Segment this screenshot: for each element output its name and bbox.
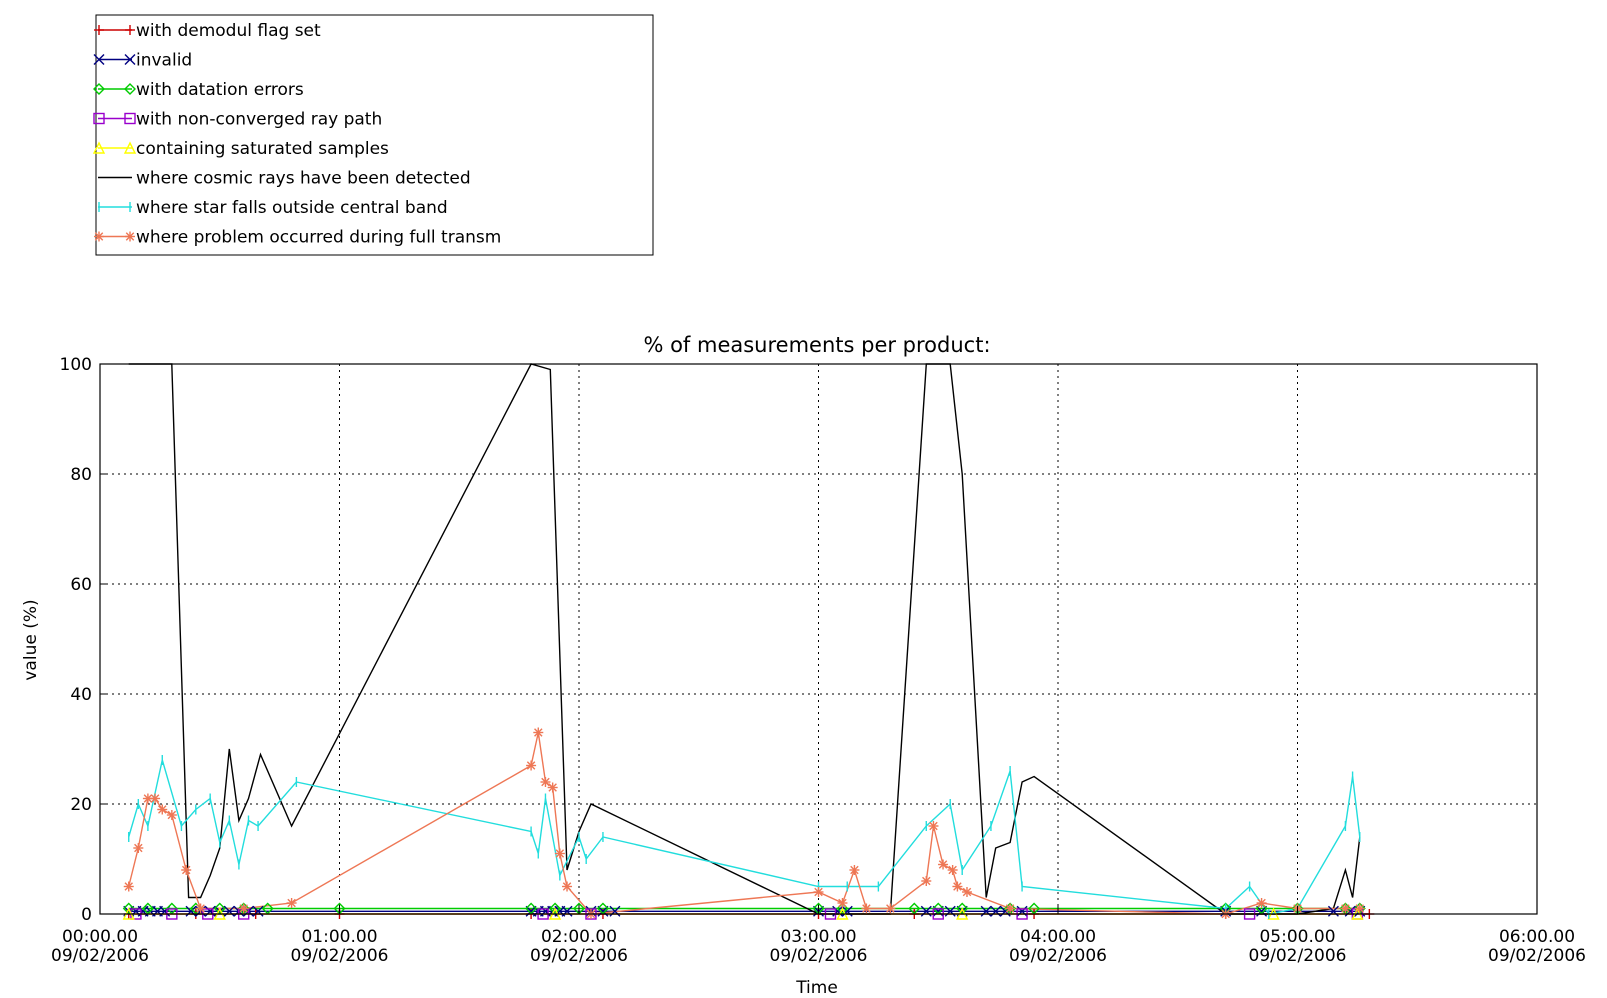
x-tick-date-label: 09/02/2006 bbox=[770, 946, 868, 966]
legend-label: containing saturated samples bbox=[136, 139, 389, 159]
legend-swatch-marker bbox=[94, 232, 104, 242]
data-point-7 bbox=[962, 887, 972, 897]
data-point-7 bbox=[1340, 904, 1350, 914]
data-point-7 bbox=[133, 843, 143, 853]
data-point-7 bbox=[181, 865, 191, 875]
legend: with demodul flag set invalid with datatio… bbox=[94, 15, 653, 255]
x-tick-time-label: 01:00.00 bbox=[301, 927, 377, 947]
data-point-7 bbox=[157, 805, 167, 815]
y-tick-label: 20 bbox=[70, 795, 92, 815]
data-point-7 bbox=[928, 821, 938, 831]
series-line-7 bbox=[129, 733, 1360, 915]
y-tick-label: 100 bbox=[60, 355, 92, 375]
x-tick-time-label: 04:00.00 bbox=[1020, 927, 1096, 947]
data-point-7 bbox=[196, 904, 206, 914]
series-line-5 bbox=[129, 364, 1360, 914]
x-tick-date-label: 09/02/2006 bbox=[51, 946, 149, 966]
chart-title: % of measurements per product: bbox=[643, 333, 990, 357]
data-point-7 bbox=[837, 898, 847, 908]
data-point-7 bbox=[938, 860, 948, 870]
data-point-7 bbox=[124, 882, 134, 892]
legend-swatch-marker bbox=[125, 232, 135, 242]
legend-label: where star falls outside central band bbox=[136, 198, 448, 218]
legend-label: where cosmic rays have been detected bbox=[136, 169, 471, 189]
legend-label: where problem occurred during full trans… bbox=[136, 228, 501, 248]
legend-entry: where problem occurred during full trans… bbox=[94, 228, 501, 248]
data-point-7 bbox=[814, 887, 824, 897]
data-point-7 bbox=[948, 865, 958, 875]
x-tick-date-label: 09/02/2006 bbox=[530, 946, 628, 966]
data-point-7 bbox=[921, 876, 931, 886]
x-tick-time-label: 00:00.00 bbox=[62, 927, 138, 947]
legend-entry: containing saturated samples bbox=[94, 139, 389, 159]
data-point-7 bbox=[526, 761, 536, 771]
x-tick-time-label: 03:00.00 bbox=[780, 927, 856, 947]
data-point-7 bbox=[548, 783, 558, 793]
x-tick-date-label: 09/02/2006 bbox=[1009, 946, 1107, 966]
x-tick-date-label: 09/02/2006 bbox=[1488, 946, 1586, 966]
x-tick-date-label: 09/02/2006 bbox=[1249, 946, 1347, 966]
data-point-7 bbox=[1257, 898, 1267, 908]
data-point-7 bbox=[533, 728, 543, 738]
data-point-7 bbox=[849, 865, 859, 875]
x-tick-time-label: 02:00.00 bbox=[541, 927, 617, 947]
data-point-7 bbox=[1355, 904, 1365, 914]
data-point-7 bbox=[150, 794, 160, 804]
data-point-7 bbox=[167, 810, 177, 820]
plot-frame bbox=[100, 364, 1537, 914]
data-point-7 bbox=[885, 904, 895, 914]
data-point-7 bbox=[287, 898, 297, 908]
data-point-7 bbox=[540, 777, 550, 787]
x-tick-time-label: 05:00.00 bbox=[1259, 927, 1335, 947]
y-axis-label: value (%) bbox=[21, 599, 41, 680]
x-tick-time-label: 06:00.00 bbox=[1499, 927, 1575, 947]
legend-entry: where star falls outside central band bbox=[98, 198, 448, 218]
legend-label: with datation errors bbox=[136, 80, 304, 100]
y-tick-label: 60 bbox=[70, 575, 92, 595]
x-tick-date-label: 09/02/2006 bbox=[291, 946, 389, 966]
data-point-7 bbox=[562, 882, 572, 892]
data-point-7 bbox=[1005, 904, 1015, 914]
legend-label: with demodul flag set bbox=[136, 21, 321, 41]
y-tick-label: 0 bbox=[81, 905, 92, 925]
legend-label: invalid bbox=[136, 51, 192, 71]
data-point-7 bbox=[861, 904, 871, 914]
legend-label: with non-converged ray path bbox=[136, 110, 382, 130]
legend-entry: with non-converged ray path bbox=[94, 110, 382, 130]
data-point-7 bbox=[952, 882, 962, 892]
y-tick-label: 40 bbox=[70, 685, 92, 705]
legend-entry: where cosmic rays have been detected bbox=[98, 169, 471, 189]
data-point-7 bbox=[555, 849, 565, 859]
x-axis-label: Time bbox=[795, 978, 838, 998]
y-tick-label: 80 bbox=[70, 465, 92, 485]
data-point-7 bbox=[239, 904, 249, 914]
